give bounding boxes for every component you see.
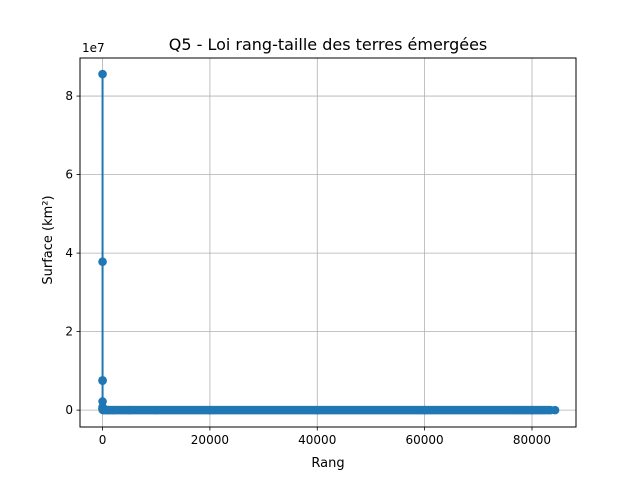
chart-title: Q5 - Loi rang-taille des terres émergées <box>169 35 488 54</box>
data-point <box>98 257 107 267</box>
x-tick-label: 80000 <box>513 433 551 447</box>
dense-marker-band <box>102 405 556 415</box>
y-tick-label: 2 <box>65 325 73 339</box>
x-tick-label: 40000 <box>298 433 336 447</box>
y-tick-label: 8 <box>65 89 73 103</box>
data-point <box>98 69 107 79</box>
y-offset-text: 1e7 <box>82 41 105 55</box>
ticks: 0 20000 40000 60000 80000 0 2 4 6 8 <box>65 89 551 447</box>
x-tick-label: 20000 <box>191 433 229 447</box>
y-tick-label: 0 <box>65 403 73 417</box>
x-axis-label: Rang <box>311 456 344 471</box>
y-axis-label: Surface (km²) <box>41 195 56 284</box>
y-tick-label: 6 <box>65 168 73 182</box>
axes-frame <box>79 57 577 428</box>
x-tick-label: 0 <box>99 433 107 447</box>
x-tick-label: 60000 <box>406 433 444 447</box>
data-point <box>98 376 107 385</box>
series-layer <box>98 69 560 415</box>
y-tick-label: 4 <box>65 246 73 260</box>
